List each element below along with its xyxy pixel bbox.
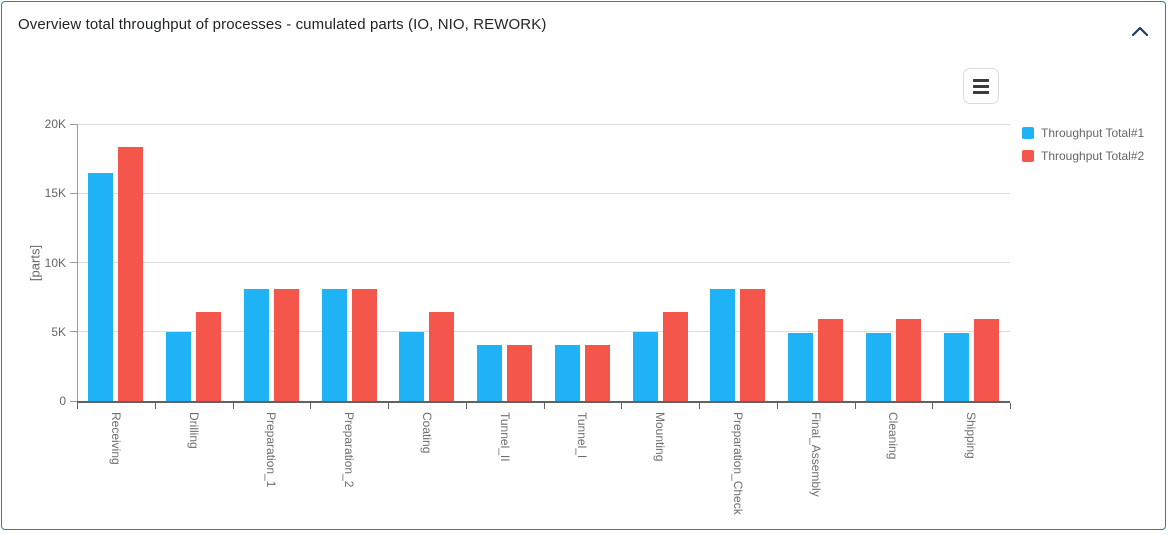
legend-label: Throughput Total#2: [1041, 149, 1145, 163]
bar-series2-shipping[interactable]: [973, 319, 999, 401]
x-axis-label: Drilling: [186, 412, 201, 449]
x-axis-tick: [621, 403, 623, 409]
x-axis-tick: [776, 403, 778, 409]
bar-series1-cleaning[interactable]: [865, 333, 891, 401]
x-axis-tick: [1010, 403, 1011, 409]
bar-series1-preparation_2[interactable]: [321, 288, 347, 401]
y-axis-tick: [70, 123, 77, 125]
y-axis-title: [parts]: [27, 244, 43, 281]
bar-series2-mounting[interactable]: [662, 312, 688, 401]
bar-series1-coating[interactable]: [399, 331, 425, 401]
panel-title: Overview total throughput of processes -…: [18, 16, 547, 33]
bar-series1-final_assembly[interactable]: [788, 333, 814, 401]
bar-series1-preparation_1[interactable]: [243, 288, 269, 401]
x-axis-tick: [154, 403, 156, 409]
bar-series1-receiving[interactable]: [88, 173, 114, 401]
y-axis-tick: [70, 400, 77, 402]
y-axis-label: 0: [59, 394, 66, 408]
x-axis-label: Tunnel_II: [497, 412, 512, 462]
x-axis-tick: [543, 403, 545, 409]
y-gridline: [77, 192, 1010, 194]
bar-series2-drilling[interactable]: [196, 312, 222, 401]
bar-series1-preparation_check[interactable]: [710, 288, 736, 401]
y-axis-label: 10K: [44, 255, 66, 270]
y-axis-tick: [70, 192, 77, 194]
bar-chart: 0 5K 10K 15K 20K Receiving Drilling Preparation…: [2, 2, 1165, 529]
x-axis-label: Tunnel_I: [575, 412, 590, 459]
bar-series2-preparation_check[interactable]: [740, 288, 766, 401]
x-axis-tick: [388, 403, 389, 409]
bar-series1-mounting[interactable]: [632, 331, 658, 401]
x-axis-label: Cleaning: [886, 412, 901, 460]
x-axis-label: Final_Assembly: [808, 412, 823, 497]
y-gridline: [77, 331, 1010, 333]
x-axis-label: Shipping: [964, 412, 979, 459]
bar-series2-cleaning[interactable]: [895, 319, 921, 401]
x-axis-tick: [932, 403, 934, 409]
bar-series2-final_assembly[interactable]: [818, 319, 844, 401]
legend-item[interactable]: Throughput Total#1: [1022, 126, 1144, 140]
x-axis-line: [77, 401, 1010, 403]
x-axis-label: Mounting: [653, 412, 668, 462]
y-axis-label: 20K: [44, 117, 66, 131]
y-axis-tick: [70, 262, 77, 263]
bar-series1-shipping[interactable]: [943, 333, 969, 401]
x-axis-tick: [77, 403, 78, 409]
legend-label: Throughput Total#1: [1041, 126, 1145, 140]
bar-series2-tunnel_i[interactable]: [584, 344, 610, 401]
chart-context-menu-button[interactable]: [963, 68, 999, 104]
bar-series2-preparation_2[interactable]: [351, 288, 377, 401]
legend-swatch: [1022, 127, 1034, 139]
bar-series2-tunnel_ii[interactable]: [507, 344, 533, 401]
bar-series2-receiving[interactable]: [118, 146, 144, 401]
y-axis-label: 15K: [44, 186, 66, 201]
x-axis-tick: [854, 403, 856, 409]
y-axis-tick: [70, 331, 77, 333]
x-axis-label: Coating: [419, 412, 434, 454]
hamburger-menu-icon: [973, 78, 989, 94]
legend-item[interactable]: Throughput Total#2: [1022, 149, 1144, 163]
x-axis-label: Receiving: [108, 412, 123, 465]
x-axis-tick: [699, 403, 700, 409]
y-axis-label: 5K: [51, 324, 66, 339]
collapse-chevron-icon[interactable]: [1131, 25, 1149, 37]
bar-series1-drilling[interactable]: [166, 331, 192, 401]
x-axis-tick: [465, 403, 467, 409]
y-gridline: [77, 262, 1010, 263]
bar-series1-tunnel_ii[interactable]: [477, 344, 503, 401]
x-axis-label: Preparation_Check: [730, 412, 745, 515]
bar-series1-tunnel_i[interactable]: [554, 344, 580, 401]
x-axis-tick: [310, 403, 312, 409]
legend-swatch: [1022, 150, 1034, 162]
y-gridline: [77, 123, 1010, 125]
x-axis-tick: [232, 403, 234, 409]
y-axis-line: [77, 124, 78, 401]
bar-series2-coating[interactable]: [429, 312, 455, 401]
x-axis-label: Preparation_2: [342, 412, 357, 488]
bar-series2-preparation_1[interactable]: [273, 288, 299, 401]
x-axis-label: Preparation_1: [264, 412, 279, 488]
